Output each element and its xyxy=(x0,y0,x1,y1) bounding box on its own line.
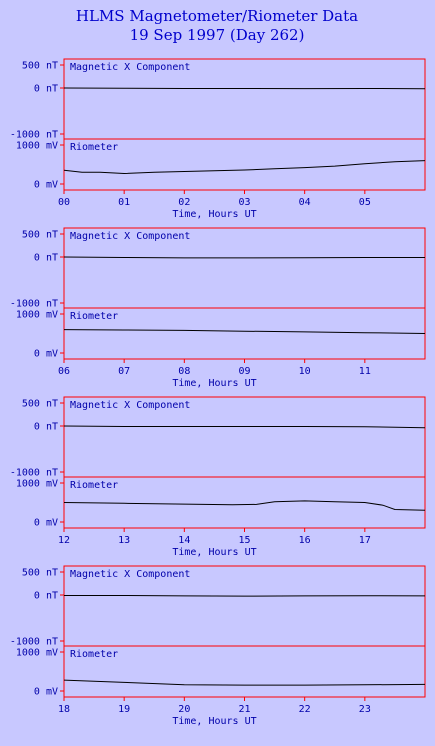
y-tick-label: 0 nT xyxy=(34,253,58,264)
y-tick-label: 0 nT xyxy=(34,84,58,95)
y-tick-label: 1000 mV xyxy=(16,310,58,321)
y-tick-label: 500 nT xyxy=(22,568,58,579)
chart-blocks: 500 nT 0 nT -1000 nT Magnetic X Component 10… xyxy=(10,58,426,727)
x-axis-title: Time, Hours UT xyxy=(172,209,256,220)
panel-label: Riometer xyxy=(70,311,118,322)
y-tick-label: 0 mV xyxy=(34,180,58,191)
y-tick-label: 0 mV xyxy=(34,349,58,360)
x-tick-label: 01 xyxy=(118,197,130,208)
y-tick-label: -1000 nT xyxy=(10,637,58,648)
x-tick-label: 12 xyxy=(58,535,70,546)
riometer-panel: 1000 mV 0 mV Riometer xyxy=(16,476,426,529)
chart-title: HLMS Magnetometer/Riometer Data xyxy=(76,7,358,25)
riometer-panel: 1000 mV 0 mV Riometer xyxy=(16,307,426,360)
x-tick-label: 20 xyxy=(178,704,190,715)
x-tick-label: 07 xyxy=(118,366,130,377)
magnetic-panel: 500 nT 0 nT -1000 nT Magnetic X Component xyxy=(10,396,426,479)
x-tick-label: 09 xyxy=(238,366,250,377)
panel-label: Magnetic X Component xyxy=(70,62,190,73)
chart-block-2: 500 nT 0 nT -1000 nT Magnetic X Component 10… xyxy=(10,227,426,389)
y-tick-label: 1000 mV xyxy=(16,141,58,152)
y-tick-label: 0 nT xyxy=(34,422,58,433)
y-tick-label: 500 nT xyxy=(22,230,58,241)
panel-label: Riometer xyxy=(70,142,118,153)
x-tick-label: 14 xyxy=(178,535,190,546)
x-tick-label: 02 xyxy=(178,197,190,208)
y-tick-label: 1000 mV xyxy=(16,479,58,490)
x-tick-label: 17 xyxy=(359,535,371,546)
x-axis-title: Time, Hours UT xyxy=(172,378,256,389)
chart-block-3: 500 nT 0 nT -1000 nT Magnetic X Component 10… xyxy=(10,396,426,558)
x-tick-label: 06 xyxy=(58,366,70,377)
y-tick-label: 500 nT xyxy=(22,399,58,410)
riometer-trace xyxy=(63,679,426,686)
magnetic-trace xyxy=(63,87,426,90)
y-tick-label: 0 nT xyxy=(34,591,58,602)
panel-label: Magnetic X Component xyxy=(70,231,190,242)
x-axis-title: Time, Hours UT xyxy=(172,716,256,727)
x-tick-label: 21 xyxy=(238,704,250,715)
x-tick-label: 04 xyxy=(299,197,311,208)
chart-block-4: 500 nT 0 nT -1000 nT Magnetic X Component 10… xyxy=(10,565,426,727)
panel-label: Riometer xyxy=(70,649,118,660)
riometer-trace xyxy=(63,500,426,511)
y-tick-label: 1000 mV xyxy=(16,648,58,659)
x-tick-label: 23 xyxy=(359,704,371,715)
panel-label: Magnetic X Component xyxy=(70,400,190,411)
x-tick-label: 05 xyxy=(359,197,371,208)
chart-subtitle: 19 Sep 1997 (Day 262) xyxy=(130,26,305,44)
chart-block-1: 500 nT 0 nT -1000 nT Magnetic X Component 10… xyxy=(10,58,426,220)
riometer-panel: 1000 mV 0 mV Riometer xyxy=(16,645,426,698)
magnetic-trace xyxy=(63,256,425,259)
x-tick-label: 15 xyxy=(238,535,250,546)
riometer-trace xyxy=(63,329,426,334)
x-tick-label: 16 xyxy=(299,535,311,546)
panel-label: Magnetic X Component xyxy=(70,569,190,580)
y-tick-label: -1000 nT xyxy=(10,299,58,310)
x-tick-label: 08 xyxy=(178,366,190,377)
x-tick-label: 13 xyxy=(118,535,130,546)
y-tick-label: -1000 nT xyxy=(10,468,58,479)
x-tick-label: 22 xyxy=(299,704,311,715)
panel-label: Riometer xyxy=(70,480,118,491)
y-tick-label: 0 mV xyxy=(34,518,58,529)
y-tick-label: 500 nT xyxy=(22,61,58,72)
y-tick-label: 0 mV xyxy=(34,687,58,698)
x-tick-label: 00 xyxy=(58,197,70,208)
magnetic-panel: 500 nT 0 nT -1000 nT Magnetic X Component xyxy=(10,58,426,141)
magnetic-panel: 500 nT 0 nT -1000 nT Magnetic X Component xyxy=(10,565,426,648)
x-tick-label: 03 xyxy=(238,197,250,208)
x-tick-label: 11 xyxy=(359,366,371,377)
x-tick-label: 18 xyxy=(58,704,70,715)
magnetic-trace xyxy=(63,425,426,429)
x-tick-label: 19 xyxy=(118,704,130,715)
riometer-trace xyxy=(63,160,426,175)
x-axis-title: Time, Hours UT xyxy=(172,547,256,558)
y-tick-label: -1000 nT xyxy=(10,130,58,141)
x-tick-label: 10 xyxy=(299,366,311,377)
riometer-panel: 1000 mV 0 mV Riometer xyxy=(16,138,426,191)
magnetic-panel: 500 nT 0 nT -1000 nT Magnetic X Component xyxy=(10,227,426,310)
magnetic-trace xyxy=(64,595,426,597)
